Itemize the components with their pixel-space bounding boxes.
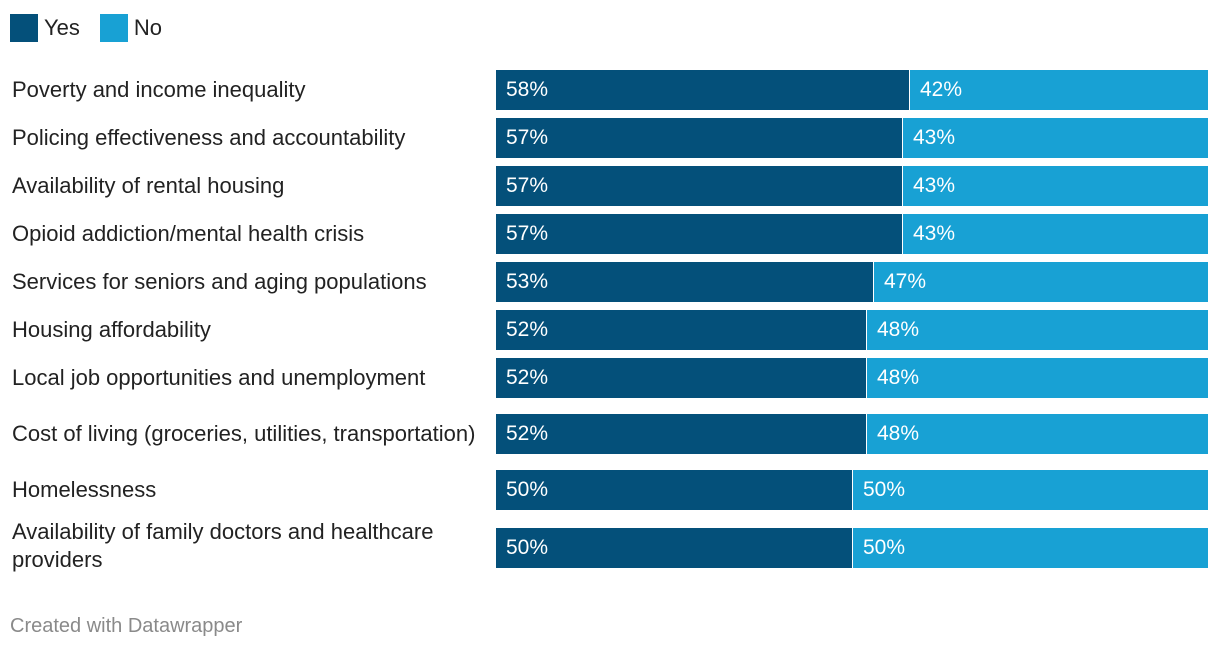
category-label: Opioid addiction/mental health crisis	[12, 221, 365, 246]
bar-segment-no: 50%	[852, 528, 1208, 568]
legend-item-yes: Yes	[10, 14, 80, 42]
bar-row: 50% 50%	[496, 528, 1208, 568]
category-label: Homelessness	[12, 477, 157, 502]
legend-item-no: No	[99, 14, 163, 42]
bar-segment-no: 42%	[909, 70, 1208, 110]
bar-row: 52% 48%	[496, 358, 1208, 398]
category-label: Local job opportunities and unemployment	[12, 365, 426, 390]
bar-segment-yes: 52%	[496, 414, 866, 454]
bar-value-label: 48%	[877, 318, 920, 341]
bar-segment-yes: 52%	[496, 310, 866, 350]
bar-value-label: 48%	[877, 366, 920, 389]
category-label: Availability of rental housing	[12, 173, 285, 198]
bar-value-label: 57%	[506, 126, 549, 149]
bar-segment-yes: 57%	[496, 118, 902, 158]
bar-row: 58% 42%	[496, 70, 1208, 110]
category-label: Services for seniors and aging populatio…	[12, 269, 427, 294]
bar-segment-yes: 58%	[496, 70, 909, 110]
bar-value-label: 50%	[863, 478, 906, 501]
bar-segment-yes: 57%	[496, 214, 902, 254]
bar-segment-no: 48%	[866, 310, 1208, 350]
category-label: Poverty and income inequality	[12, 77, 306, 102]
bar-value-label: 52%	[506, 366, 549, 389]
bar-value-label: 53%	[506, 270, 549, 293]
bar-value-label: 58%	[506, 78, 549, 101]
bar-segment-yes: 53%	[496, 262, 873, 302]
bar-value-label: 50%	[506, 536, 549, 559]
bar-row: 57% 43%	[496, 166, 1208, 206]
bar-segment-no: 48%	[866, 414, 1208, 454]
bar-row: 57% 43%	[496, 118, 1208, 158]
bar-value-label: 48%	[877, 422, 920, 445]
bar-value-label: 52%	[506, 422, 549, 445]
bar-value-label: 57%	[506, 174, 549, 197]
category-label: Availability of family doctors and healt…	[12, 519, 434, 572]
bar-value-label: 50%	[506, 478, 549, 501]
legend-label-yes: Yes	[44, 15, 80, 40]
bar-row: 52% 48%	[496, 310, 1208, 350]
bar-value-label: 43%	[913, 126, 956, 149]
bar-segment-yes: 50%	[496, 470, 852, 510]
bar-row: 57% 43%	[496, 214, 1208, 254]
datawrapper-credit: Created with Datawrapper	[10, 615, 243, 637]
category-label: Policing effectiveness and accountabilit…	[12, 125, 406, 150]
bar-value-label: 57%	[506, 222, 549, 245]
bar-segment-no: 43%	[902, 118, 1208, 158]
bar-segment-yes: 50%	[496, 528, 852, 568]
bar-value-label: 52%	[506, 318, 549, 341]
bar-segment-yes: 52%	[496, 358, 866, 398]
bar-value-label: 43%	[913, 174, 956, 197]
bar-segment-no: 43%	[902, 214, 1208, 254]
bar-segment-yes: 57%	[496, 166, 902, 206]
bar-row: 53% 47%	[496, 262, 1208, 302]
bar-value-label: 42%	[920, 78, 963, 101]
bar-segment-no: 47%	[873, 262, 1208, 302]
bar-segment-no: 48%	[866, 358, 1208, 398]
category-label: Cost of living (groceries, utilities, tr…	[12, 421, 476, 446]
chart-legend: Yes No	[10, 12, 182, 44]
legend-swatch-no	[99, 14, 128, 42]
bar-row: 52% 48%	[496, 414, 1208, 454]
bar-value-label: 43%	[913, 222, 956, 245]
bar-segment-no: 50%	[852, 470, 1208, 510]
category-label: Housing affordability	[12, 317, 211, 342]
bar-row: 50% 50%	[496, 470, 1208, 510]
legend-swatch-yes	[10, 14, 38, 42]
bar-value-label: 47%	[884, 270, 927, 293]
bar-segment-no: 43%	[902, 166, 1208, 206]
legend-label-no: No	[133, 15, 163, 40]
bar-value-label: 50%	[863, 536, 906, 559]
